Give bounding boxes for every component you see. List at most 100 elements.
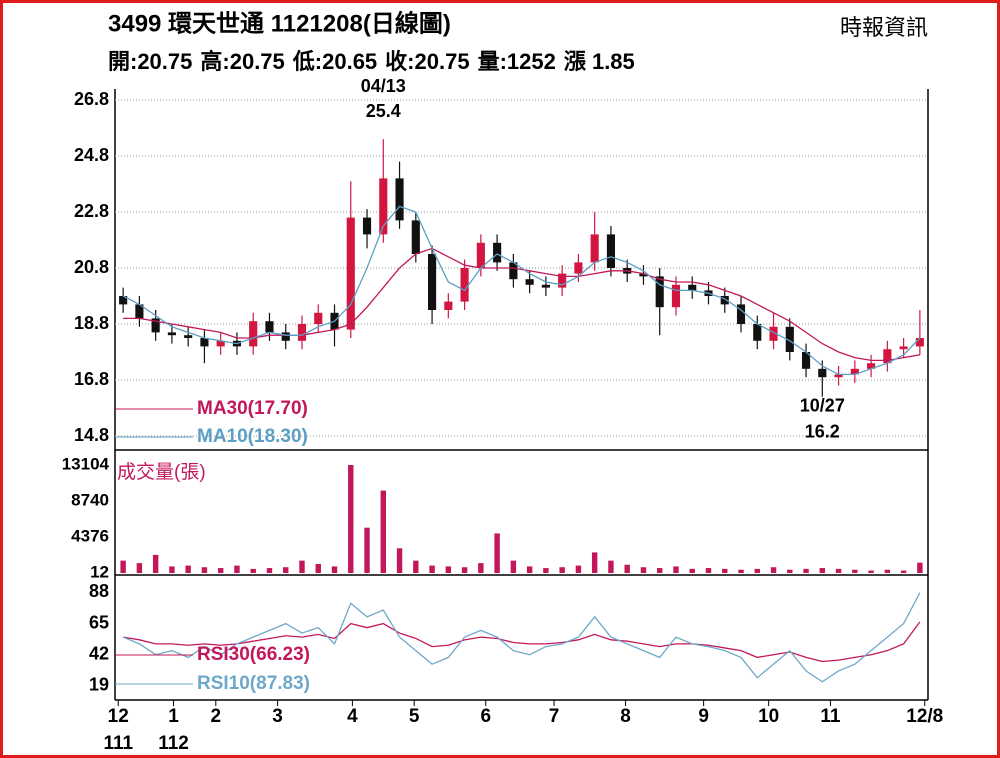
annotation-value: 25.4: [366, 101, 401, 121]
volume-bar: [754, 568, 760, 573]
candle-body: [655, 276, 664, 308]
volume-bar: [722, 568, 728, 573]
volume-bar: [217, 568, 224, 573]
volume-bar: [835, 568, 842, 573]
volume-bar: [640, 567, 647, 573]
candle-body: [606, 234, 615, 268]
x-tick-label: 6: [480, 706, 491, 727]
volume-bar: [575, 565, 582, 573]
quote-item: 漲 1.85: [564, 49, 635, 74]
quote-item: 開:20.75: [108, 49, 192, 74]
candle-body: [444, 301, 453, 310]
x-tick-label: 1: [168, 706, 179, 727]
candle-body: [395, 178, 404, 221]
volume-bar: [331, 566, 338, 573]
candle-body: [379, 178, 388, 235]
candle-body: [753, 324, 762, 341]
x-tick-label: 8: [620, 706, 631, 727]
candle-body: [801, 352, 811, 369]
candle-body: [769, 326, 778, 341]
y-tick-label: 24.8: [74, 145, 109, 165]
volume-bar: [657, 568, 663, 573]
candle-body: [167, 332, 176, 336]
volume-bar: [770, 567, 777, 573]
volume-bar: [413, 560, 419, 573]
x-tick-label: 3: [272, 706, 283, 727]
y-tick-label: 14.8: [74, 425, 109, 445]
candle-body: [314, 312, 323, 324]
volume-bar: [201, 567, 208, 573]
candle-body: [200, 338, 209, 347]
y-tick-label: 13104: [62, 454, 110, 473]
candle-body: [639, 273, 648, 277]
candle-body: [297, 324, 307, 341]
candle-body: [265, 321, 274, 333]
candle-body: [818, 368, 827, 378]
x-tick-sublabel: 111: [103, 733, 133, 754]
candle-body: [362, 217, 372, 235]
y-tick-label: 88: [89, 581, 109, 601]
series-line: [123, 247, 920, 362]
candle-body: [281, 332, 290, 341]
x-tick-label: 5: [409, 706, 420, 727]
volume-bar: [461, 567, 468, 573]
volume-bar: [900, 570, 907, 573]
series-line: [122, 205, 921, 376]
volume-bar: [315, 563, 321, 573]
volume-bar: [673, 566, 679, 573]
candle-body: [119, 296, 128, 305]
panel-title: 成交量(張): [117, 461, 206, 483]
volume-bar: [169, 566, 175, 573]
source-label: 時報資訊: [840, 15, 928, 40]
candle-body: [720, 296, 729, 305]
quote-item: 量:1252: [478, 49, 556, 74]
volume-bar: [591, 552, 598, 573]
candle-body: [590, 234, 599, 263]
volume-bar: [510, 560, 517, 573]
candle-body: [688, 284, 697, 291]
candle-body: [509, 262, 518, 280]
volume-bar: [136, 563, 143, 573]
volume-bar: [185, 565, 191, 573]
quote-item: 收:20.75: [385, 49, 469, 74]
candle-body: [249, 321, 258, 347]
volume-bar: [266, 568, 273, 573]
candle-body: [671, 284, 681, 308]
candle-body: [867, 363, 876, 369]
volume-bar: [526, 566, 533, 573]
chart: 3499 環天世通 1121208(日線圖) 時報資訊 開:20.75 高:20.…: [62, 9, 944, 754]
volume-bar: [868, 570, 874, 573]
candle-body: [736, 304, 746, 324]
legend-label: MA30(17.70): [197, 398, 308, 419]
candle-body: [346, 217, 355, 330]
volume-bar: [543, 568, 549, 573]
volume-bar: [120, 560, 126, 573]
volume-bar: [380, 490, 386, 573]
volume-bar: [445, 566, 452, 573]
volume-bar: [299, 560, 305, 573]
candle-body: [476, 242, 485, 268]
candle-body: [525, 279, 534, 285]
volume-bar: [364, 527, 370, 573]
quote-item: 高:20.75: [200, 49, 284, 74]
volume-bar: [852, 569, 858, 573]
candle-body: [135, 304, 144, 319]
candle-body: [216, 340, 225, 347]
volume-bar: [803, 568, 809, 573]
y-tick-label: 8740: [71, 490, 109, 509]
y-tick-label: 4376: [71, 526, 109, 545]
y-tick-label: 18.8: [74, 313, 109, 333]
y-tick-label: 26.8: [74, 89, 109, 109]
candle-body: [428, 254, 437, 310]
volume-bar: [234, 565, 240, 573]
x-tick-label: 10: [758, 706, 779, 727]
volume-bar: [152, 554, 159, 573]
y-tick-label: 19: [89, 675, 109, 695]
candle-body: [184, 335, 193, 338]
volume-bar: [738, 569, 744, 573]
chart-title: 3499 環天世通 1121208(日線圖): [108, 9, 451, 37]
volume-bar: [478, 563, 484, 573]
candle-body: [558, 273, 567, 288]
candle-body: [541, 284, 550, 288]
legend-label: RSI10(87.83): [197, 673, 310, 694]
